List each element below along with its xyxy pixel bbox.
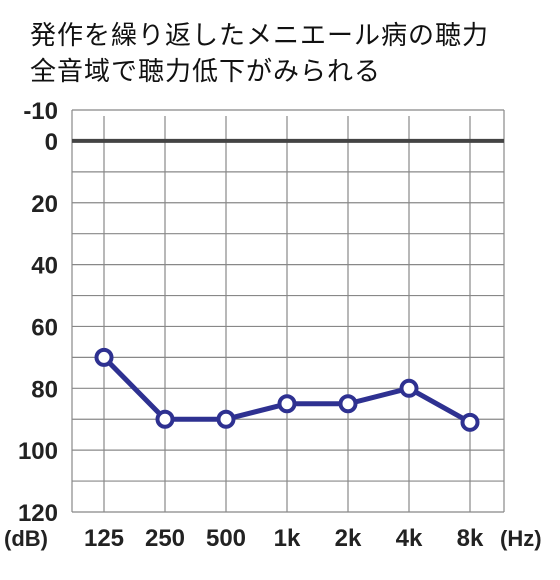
y-tick-label: 120 xyxy=(18,500,58,527)
title-line-2: 全音域で聴力低下がみられる xyxy=(30,57,382,87)
data-point xyxy=(155,409,175,429)
x-tick-label: 1k xyxy=(274,525,301,552)
x-tick-label: 8k xyxy=(457,525,484,552)
data-point xyxy=(216,409,236,429)
y-tick-label: 20 xyxy=(31,191,58,218)
x-tick-label: 500 xyxy=(206,525,246,552)
data-point xyxy=(399,378,419,398)
y-unit-label: (dB) xyxy=(4,526,48,551)
y-tick-label: 60 xyxy=(31,314,58,341)
y-tick-label: 100 xyxy=(18,438,58,465)
y-tick-label: 0 xyxy=(45,129,58,156)
y-tick-label: 40 xyxy=(31,253,58,280)
x-tick-label: 2k xyxy=(335,525,362,552)
y-tick-label: -10 xyxy=(23,98,58,125)
chart-title: 発作を繰り返したメニエール病の聴力 全音域で聴力低下がみられる xyxy=(30,18,550,90)
x-tick-label: 125 xyxy=(84,525,124,552)
data-point xyxy=(460,412,480,432)
y-tick-label: 80 xyxy=(31,376,58,403)
data-point xyxy=(338,394,358,414)
data-point xyxy=(277,394,297,414)
x-unit-label: (Hz) xyxy=(500,526,542,551)
x-tick-label: 250 xyxy=(145,525,185,552)
data-point xyxy=(94,347,114,367)
x-tick-label: 4k xyxy=(396,525,423,552)
title-line-1: 発作を繰り返したメニエール病の聴力 xyxy=(30,21,490,51)
